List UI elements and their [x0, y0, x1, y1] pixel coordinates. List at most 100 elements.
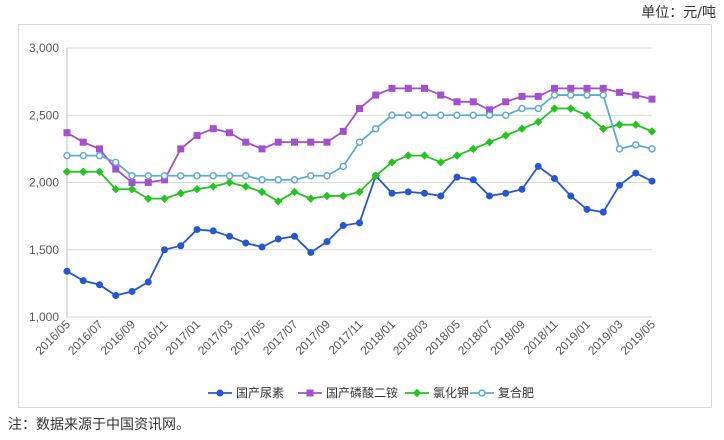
- data-point: [209, 227, 217, 235]
- data-point: [501, 131, 510, 140]
- data-point: [323, 238, 331, 246]
- data-point: [225, 172, 234, 180]
- data-point: [648, 177, 656, 185]
- data-point: [356, 105, 363, 113]
- data-point: [241, 182, 250, 191]
- data-point: [518, 104, 526, 113]
- x-tick-label: 2018/01: [358, 317, 399, 358]
- legend-label: 复合肥: [498, 385, 534, 400]
- data-point: [453, 98, 461, 106]
- data-point: [144, 194, 153, 203]
- data-point: [242, 138, 250, 146]
- data-point: [502, 98, 510, 106]
- chart-frame: [18, 24, 712, 408]
- data-point: [502, 189, 510, 197]
- data-point: [339, 127, 347, 135]
- data-point: [160, 172, 169, 180]
- data-point: [371, 171, 380, 180]
- data-point: [95, 151, 104, 160]
- data-point: [79, 151, 87, 160]
- data-point: [209, 182, 218, 191]
- data-point: [534, 117, 543, 127]
- data-point: [486, 192, 493, 200]
- data-point: [582, 111, 592, 120]
- data-point: [79, 138, 87, 146]
- data-point: [616, 88, 623, 96]
- x-tick-label: 2017/03: [195, 317, 236, 358]
- data-point: [209, 172, 217, 180]
- data-point: [339, 191, 348, 201]
- data-point: [372, 91, 380, 99]
- data-point: [372, 124, 380, 133]
- data-point: [453, 173, 461, 181]
- x-tick-label: 2016/07: [65, 317, 106, 358]
- data-point: [307, 248, 315, 256]
- data-point: [404, 151, 413, 160]
- data-point: [583, 205, 591, 213]
- data-point: [616, 181, 623, 189]
- data-point: [112, 165, 120, 173]
- data-point: [534, 104, 542, 113]
- data-point: [127, 185, 137, 194]
- data-point: [96, 281, 103, 289]
- data-point: [128, 179, 136, 186]
- y-tick-label: 3,000: [29, 41, 59, 55]
- data-point: [632, 169, 640, 177]
- data-point: [63, 267, 71, 275]
- series-line-3: [67, 107, 653, 203]
- y-tick-label: 1,000: [29, 310, 59, 324]
- data-point: [306, 194, 315, 203]
- data-point: [290, 187, 299, 197]
- legend-marker: [478, 389, 486, 397]
- data-point: [469, 111, 477, 119]
- x-tick-label: 2018/03: [390, 317, 431, 358]
- x-tick-label: 2017/09: [293, 317, 334, 358]
- data-point: [469, 144, 478, 154]
- x-tick-label: 2017/07: [260, 317, 301, 358]
- data-point: [518, 185, 526, 193]
- data-point: [599, 91, 607, 99]
- data-point: [323, 138, 331, 146]
- data-point: [177, 145, 185, 153]
- x-tick-label: 2019/05: [618, 317, 659, 358]
- data-point: [615, 120, 624, 129]
- data-point: [534, 162, 542, 170]
- data-point: [599, 208, 607, 216]
- data-point: [112, 291, 120, 299]
- data-point: [112, 158, 120, 167]
- legend-marker: [306, 389, 314, 397]
- data-point: [632, 91, 640, 99]
- y-tick-label: 2,500: [29, 108, 59, 122]
- data-point: [550, 91, 559, 99]
- data-point: [420, 151, 429, 160]
- data-point: [193, 131, 201, 139]
- data-point: [226, 232, 233, 240]
- data-point: [551, 174, 558, 182]
- data-point: [177, 242, 185, 250]
- data-point: [485, 137, 494, 147]
- data-point: [599, 124, 608, 133]
- x-tick-label: 2019/01: [553, 317, 594, 358]
- y-tick-label: 1,500: [29, 243, 59, 257]
- data-point: [161, 176, 168, 184]
- data-point: [339, 162, 347, 171]
- data-point: [551, 84, 558, 92]
- data-point: [388, 189, 396, 197]
- legend-label: 国产磷酸二铵: [326, 385, 398, 400]
- x-tick-label: 2016/09: [98, 317, 139, 358]
- data-point: [161, 246, 168, 254]
- data-point: [225, 178, 234, 187]
- data-point: [404, 111, 412, 119]
- data-point: [469, 176, 477, 184]
- data-point: [356, 219, 363, 227]
- data-point: [144, 179, 152, 186]
- data-point: [550, 104, 559, 113]
- legend-marker: [216, 389, 224, 397]
- data-point: [534, 92, 542, 100]
- data-point: [128, 287, 136, 295]
- data-point: [388, 111, 396, 119]
- data-point: [226, 129, 233, 137]
- data-point: [128, 172, 136, 180]
- data-point: [79, 277, 87, 285]
- data-point: [437, 111, 445, 119]
